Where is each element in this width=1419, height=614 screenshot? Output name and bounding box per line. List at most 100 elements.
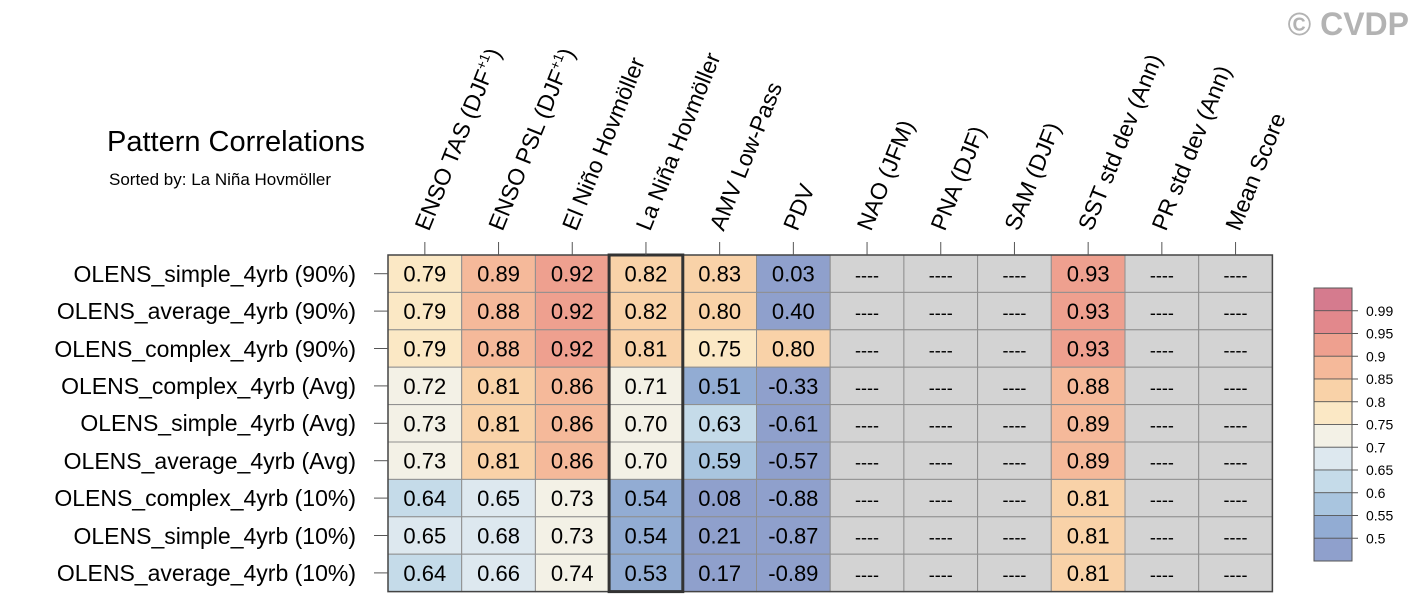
cell-value: 0.73 — [551, 486, 594, 511]
cell-value: -0.57 — [768, 449, 818, 474]
column-label: PDV — [778, 180, 820, 234]
colorbar-label: 0.85 — [1366, 371, 1393, 387]
cell-value: ---- — [929, 303, 953, 323]
cell-value: ---- — [1002, 378, 1026, 398]
cell-value: ---- — [1002, 453, 1026, 473]
cell-value: ---- — [1150, 490, 1174, 510]
heatmap-cell — [1050, 404, 1126, 443]
cell-value: 0.82 — [625, 299, 668, 324]
cell-value: 0.81 — [625, 337, 668, 362]
cell-value: ---- — [1224, 266, 1248, 286]
heatmap-cell — [534, 291, 610, 331]
cell-value: 0.73 — [403, 411, 446, 436]
heatmap-cell — [1198, 553, 1273, 593]
cell-value: ---- — [855, 490, 879, 510]
cell-value: ---- — [1002, 528, 1026, 548]
heatmap-cell — [903, 441, 979, 480]
column-label: PNA (DJF) — [925, 122, 990, 234]
cell-value: ---- — [1002, 490, 1026, 510]
row-label: OLENS_complex_4yrb (Avg) — [61, 372, 356, 399]
cell-value: ---- — [929, 341, 953, 361]
heatmap-cell — [903, 291, 979, 331]
heatmap-cell — [461, 478, 536, 518]
cell-value: 0.72 — [403, 374, 446, 399]
cell-value: ---- — [855, 266, 879, 286]
cell-value: 0.75 — [698, 337, 741, 362]
heatmap-cell — [682, 404, 757, 443]
cell-value: 0.81 — [477, 411, 520, 436]
cell-value: 0.40 — [772, 299, 815, 324]
cell-value: 0.86 — [551, 449, 594, 474]
colorbar-label: 0.65 — [1366, 462, 1393, 478]
cell-value: ---- — [1224, 565, 1248, 585]
cell-value: ---- — [1002, 341, 1026, 361]
cell-value: 0.64 — [403, 561, 446, 586]
cell-value: 0.73 — [403, 449, 446, 474]
cell-value: 0.79 — [403, 337, 446, 362]
heatmap-cell — [608, 553, 684, 593]
heatmap-cell — [1050, 366, 1126, 406]
column-label: NAO (JFM) — [852, 116, 920, 234]
cell-value: ---- — [1224, 415, 1248, 435]
cell-value: 0.08 — [698, 486, 741, 511]
heatmap-cell — [903, 516, 979, 555]
cell-value: 0.79 — [403, 299, 446, 324]
heatmap-cell — [387, 291, 463, 331]
colorbar-label: 0.5 — [1366, 530, 1386, 546]
heatmap-cell — [534, 553, 610, 593]
cell-value: ---- — [1150, 528, 1174, 548]
cell-value: 0.93 — [1067, 262, 1110, 287]
colorbar-swatch — [1313, 401, 1353, 425]
heatmap-cell — [682, 441, 757, 480]
cell-value: 0.88 — [477, 299, 520, 324]
heatmap-cell — [682, 516, 757, 555]
colorbar-label: 0.9 — [1366, 348, 1386, 364]
cell-value: 0.65 — [403, 524, 446, 549]
row-label: OLENS_simple_4yrb (90%) — [73, 260, 356, 287]
cell-value: 0.66 — [477, 561, 520, 586]
heatmap-cell — [977, 441, 1052, 480]
row-label: OLENS_average_4yrb (10%) — [56, 559, 356, 586]
heatmap-cell — [1050, 441, 1126, 480]
cell-value: 0.92 — [551, 262, 594, 287]
heatmap-cell — [977, 478, 1052, 518]
cell-value: 0.54 — [625, 486, 668, 511]
cell-value: 0.54 — [625, 524, 668, 549]
cell-value: 0.21 — [698, 524, 741, 549]
heatmap-cell — [682, 366, 757, 406]
cell-value: 0.53 — [625, 561, 668, 586]
cell-value: 0.82 — [625, 262, 668, 287]
heatmap-cell — [977, 553, 1052, 593]
cell-value: 0.68 — [477, 524, 520, 549]
heatmap-cell — [756, 553, 831, 593]
heatmap-cell — [1198, 366, 1273, 406]
cell-value: 0.89 — [477, 262, 520, 287]
cell-value: 0.71 — [625, 374, 668, 399]
heatmap-cell — [461, 366, 536, 406]
colorbar-swatch — [1313, 333, 1353, 357]
heatmap-cell — [608, 441, 684, 480]
heatmap-cell — [534, 516, 610, 555]
cell-value: ---- — [1002, 415, 1026, 435]
heatmap-cell — [1124, 254, 1200, 293]
cell-value: 0.80 — [772, 337, 815, 362]
cell-value: ---- — [929, 378, 953, 398]
heatmap-cell — [1124, 329, 1200, 368]
heatmap-cell — [608, 516, 684, 555]
cell-value: 0.89 — [1067, 449, 1110, 474]
heatmap-cell — [534, 366, 610, 406]
heatmap-cell — [829, 441, 905, 480]
colorbar-swatch — [1313, 355, 1353, 380]
row-label: OLENS_complex_4yrb (10%) — [54, 485, 356, 512]
cell-value: 0.65 — [477, 486, 520, 511]
heatmap-cell — [461, 291, 536, 331]
cell-value: 0.81 — [1067, 524, 1110, 549]
colorbar-swatch — [1313, 287, 1353, 312]
cell-value: 0.92 — [551, 299, 594, 324]
colorbar-label: 0.6 — [1366, 485, 1386, 501]
cell-value: ---- — [855, 528, 879, 548]
column-label: PR std dev (Ann) — [1146, 62, 1236, 234]
cell-value: 0.81 — [477, 374, 520, 399]
heatmap-cell — [903, 478, 979, 518]
cell-value: ---- — [1224, 453, 1248, 473]
